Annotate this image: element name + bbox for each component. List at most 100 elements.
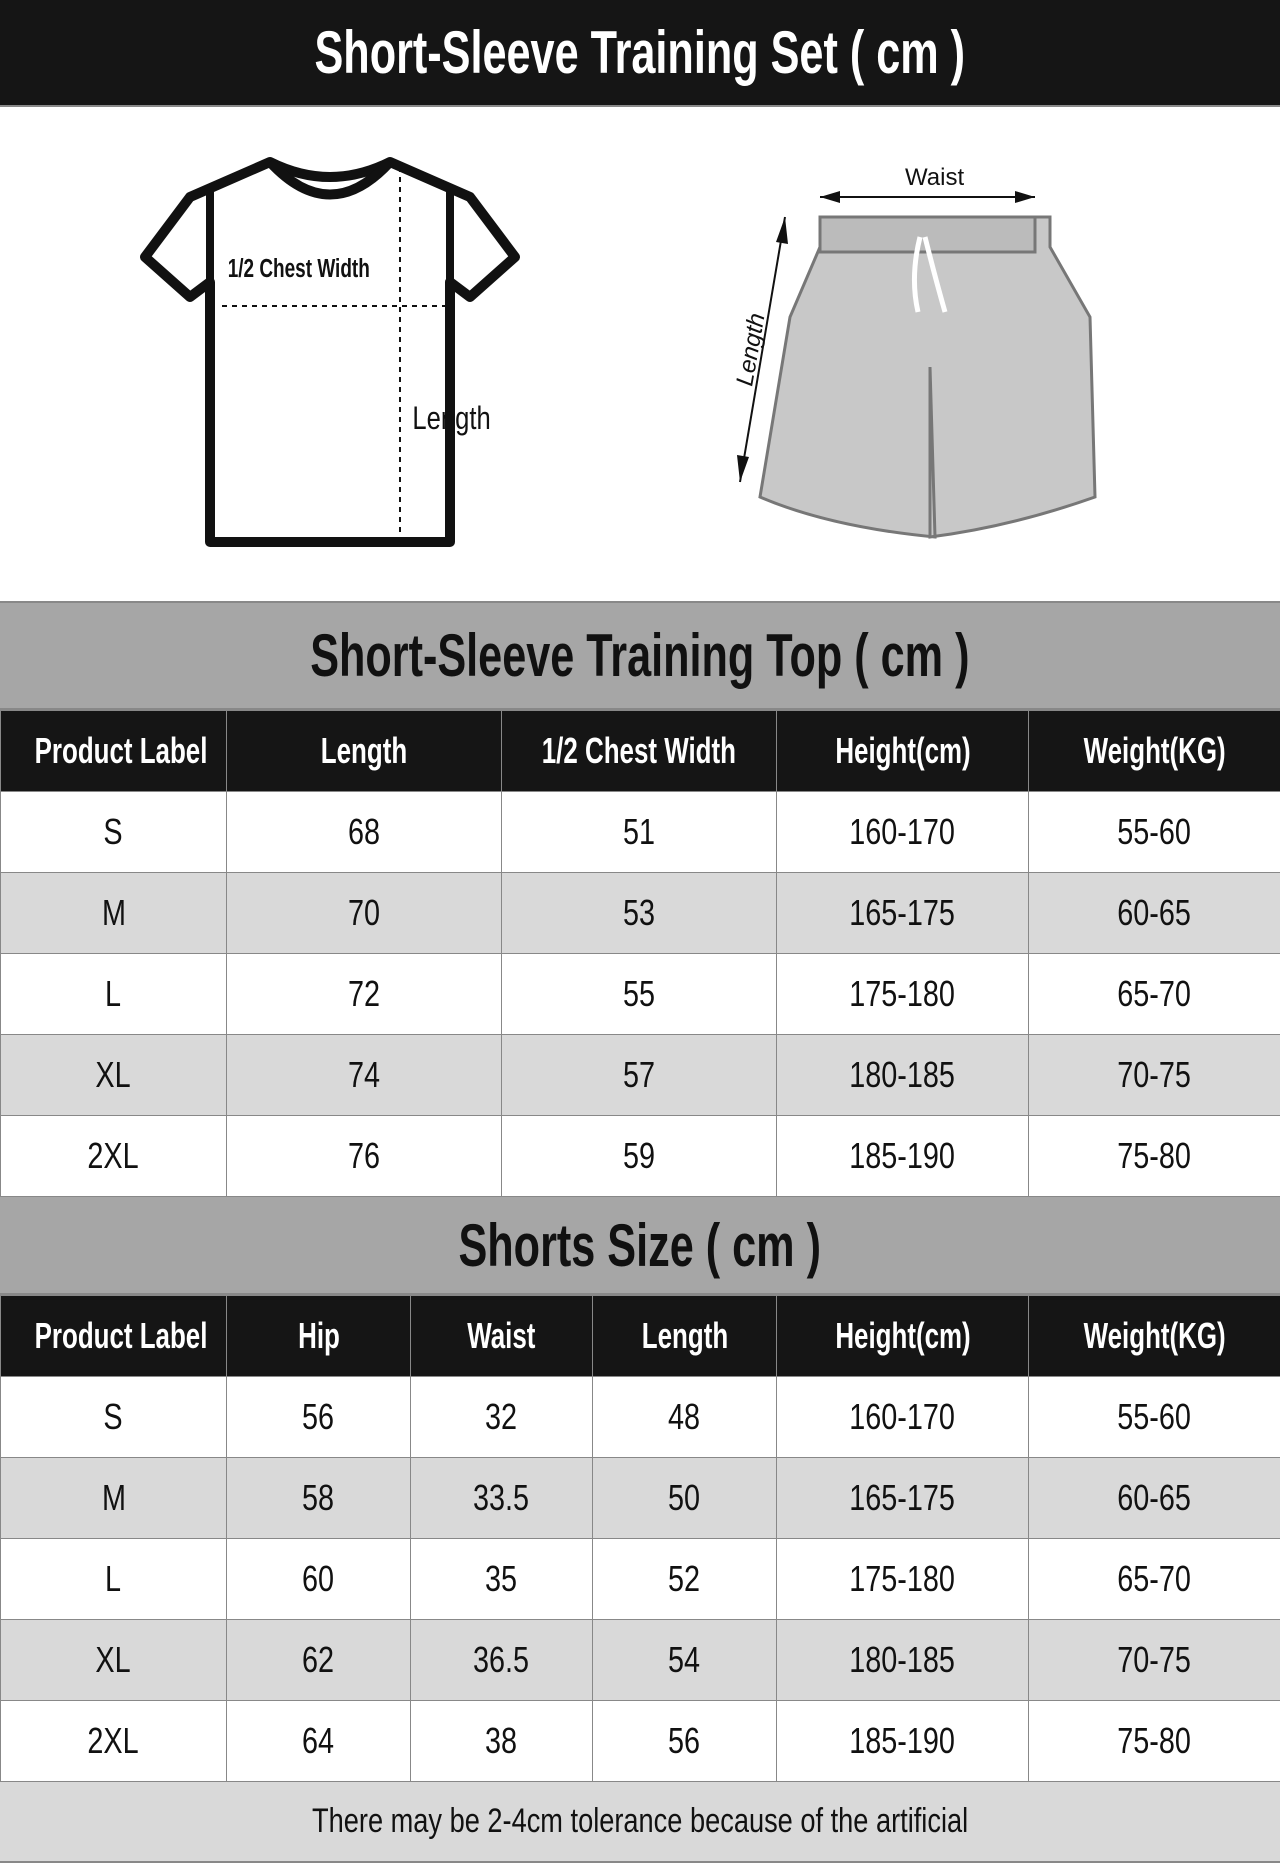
cell-value: 76 <box>348 1135 380 1177</box>
page-title: Short-Sleeve Training Set ( cm ) <box>0 0 1280 107</box>
table-cell: 62 <box>227 1620 411 1701</box>
tolerance-note: There may be 2-4cm tolerance because of … <box>0 1782 1280 1863</box>
cell-value: L <box>105 1558 121 1600</box>
cell-value: 165-175 <box>850 1477 956 1519</box>
cell-value: 74 <box>348 1054 380 1096</box>
table-cell: 60-65 <box>1029 1458 1280 1539</box>
table-cell: 55 <box>502 954 777 1035</box>
column-header: Height(cm) <box>777 711 1029 792</box>
table-cell: 58 <box>227 1458 411 1539</box>
cell-value: 59 <box>623 1135 655 1177</box>
table-cell: 180-185 <box>777 1035 1029 1116</box>
cell-value: S <box>104 811 123 853</box>
cell-value: 52 <box>668 1558 700 1600</box>
table-cell: 160-170 <box>777 1377 1029 1458</box>
header-label: Height(cm) <box>835 730 970 772</box>
cell-value: 70 <box>348 892 380 934</box>
table-cell: 76 <box>227 1116 502 1197</box>
table-cell: 65-70 <box>1029 1539 1280 1620</box>
garment-diagram: 1/2 Chest Width Length Waist Length <box>0 107 1280 603</box>
illustration-area: 1/2 Chest Width Length Waist Length <box>0 107 1280 603</box>
waist-label: Waist <box>905 164 964 191</box>
header-label: Height(cm) <box>835 1315 970 1357</box>
table-cell: XL <box>1 1620 227 1701</box>
table-cell: 56 <box>227 1377 411 1458</box>
cell-value: 60-65 <box>1118 1477 1192 1519</box>
shorts-length-label: Length <box>731 311 770 388</box>
cell-value: 36.5 <box>473 1639 529 1681</box>
table-cell: S <box>1 1377 227 1458</box>
table-cell: 70-75 <box>1029 1620 1280 1701</box>
header-label: Length <box>321 730 407 772</box>
cell-value: XL <box>96 1054 131 1096</box>
cell-value: 65-70 <box>1118 1558 1192 1600</box>
table-cell: 33.5 <box>411 1458 593 1539</box>
table-cell: 68 <box>227 792 502 873</box>
table-cell: 56 <box>593 1701 777 1782</box>
cell-value: 55-60 <box>1118 1396 1192 1438</box>
table-cell: 75-80 <box>1029 1116 1280 1197</box>
cell-value: 60-65 <box>1118 892 1192 934</box>
table-cell: 52 <box>593 1539 777 1620</box>
table-cell: 60 <box>227 1539 411 1620</box>
cell-value: 75-80 <box>1118 1135 1192 1177</box>
table-cell: M <box>1 1458 227 1539</box>
chest-width-label: 1/2 Chest Width <box>228 253 370 283</box>
table-row: M 58 33.5 50 165-175 60-65 <box>1 1458 1280 1539</box>
cell-value: 160-170 <box>850 1396 956 1438</box>
top-section-title: Short-Sleeve Training Top ( cm ) <box>0 603 1280 710</box>
column-header: Height(cm) <box>777 1296 1029 1377</box>
table-cell: 55-60 <box>1029 1377 1280 1458</box>
cell-value: 185-190 <box>850 1720 956 1762</box>
column-header: Product Label <box>1 1296 227 1377</box>
table-cell: 165-175 <box>777 1458 1029 1539</box>
table-cell: L <box>1 1539 227 1620</box>
header-label: Length <box>641 1315 727 1357</box>
table-cell: 72 <box>227 954 502 1035</box>
table-cell: 50 <box>593 1458 777 1539</box>
table-cell: 70 <box>227 873 502 954</box>
table-cell: 38 <box>411 1701 593 1782</box>
table-cell: 64 <box>227 1701 411 1782</box>
cell-value: 2XL <box>88 1720 139 1762</box>
table-cell: 185-190 <box>777 1116 1029 1197</box>
cell-value: 65-70 <box>1118 973 1192 1015</box>
cell-value: 165-175 <box>850 892 956 934</box>
cell-value: L <box>105 973 121 1015</box>
table-cell: 51 <box>502 792 777 873</box>
table-cell: 74 <box>227 1035 502 1116</box>
table-cell: L <box>1 954 227 1035</box>
cell-value: 2XL <box>88 1135 139 1177</box>
cell-value: 58 <box>302 1477 334 1519</box>
header-label: Product Label <box>35 1315 208 1357</box>
table-cell: 59 <box>502 1116 777 1197</box>
header-label: Waist <box>467 1315 535 1357</box>
column-header: Weight(KG) <box>1029 711 1280 792</box>
table-cell: XL <box>1 1035 227 1116</box>
cell-value: XL <box>96 1639 131 1681</box>
table-cell: 36.5 <box>411 1620 593 1701</box>
column-header: Waist <box>411 1296 593 1377</box>
cell-value: 70-75 <box>1118 1054 1192 1096</box>
table-cell: S <box>1 792 227 873</box>
table-cell: 175-180 <box>777 954 1029 1035</box>
column-header: Length <box>593 1296 777 1377</box>
tshirt-icon: 1/2 Chest Width Length <box>145 162 515 542</box>
cell-value: 50 <box>668 1477 700 1519</box>
table-cell: 70-75 <box>1029 1035 1280 1116</box>
column-header: 1/2 Chest Width <box>502 711 777 792</box>
cell-value: 60 <box>302 1558 334 1600</box>
table-cell: 55-60 <box>1029 792 1280 873</box>
table-cell: 60-65 <box>1029 873 1280 954</box>
cell-value: 62 <box>302 1639 334 1681</box>
cell-value: S <box>104 1396 123 1438</box>
table-cell: 75-80 <box>1029 1701 1280 1782</box>
cell-value: 180-185 <box>850 1639 956 1681</box>
table-cell: 175-180 <box>777 1539 1029 1620</box>
table-cell: 53 <box>502 873 777 954</box>
